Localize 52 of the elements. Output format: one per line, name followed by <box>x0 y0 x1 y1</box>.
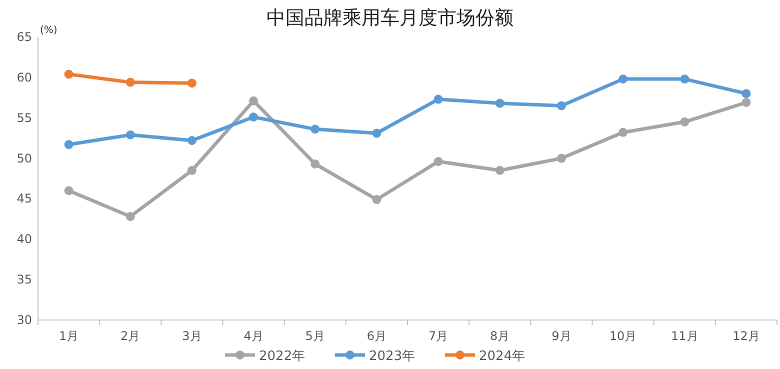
y-tick-label: 55 <box>16 110 32 125</box>
point <box>495 98 504 108</box>
x-tick-label: 10月 <box>609 329 637 343</box>
x-tick-label: 6月 <box>366 329 387 343</box>
point <box>372 128 382 138</box>
x-tick-label: 2月 <box>120 329 140 343</box>
point <box>556 101 566 110</box>
x-tick-label: 7月 <box>428 329 448 343</box>
point <box>187 78 196 88</box>
point <box>680 117 690 126</box>
point <box>126 78 135 87</box>
y-tick-label: 65 <box>16 30 32 44</box>
x-tick-label: 4月 <box>244 329 264 343</box>
ylabel: (%) <box>40 25 58 36</box>
point <box>249 96 258 106</box>
point <box>64 70 74 79</box>
legend-label: 2022年 <box>259 349 306 364</box>
point <box>126 212 135 222</box>
y-tick-label: 50 <box>16 151 32 166</box>
point <box>310 124 320 134</box>
point <box>249 112 258 122</box>
point <box>64 186 74 196</box>
point <box>187 136 196 145</box>
y-tick-label: 60 <box>16 70 32 84</box>
point <box>372 195 382 204</box>
point <box>742 98 751 107</box>
x-tick-label: 8月 <box>490 329 510 343</box>
point <box>680 74 690 84</box>
point <box>495 166 504 175</box>
point <box>556 154 566 163</box>
x-tick-label: 1月 <box>58 329 79 343</box>
point <box>618 74 628 84</box>
legend-label: 2024年 <box>479 349 526 364</box>
point <box>310 159 320 168</box>
point <box>434 157 443 166</box>
legend-label: 2023年 <box>369 349 416 364</box>
point <box>618 128 628 137</box>
point <box>742 89 751 98</box>
y-tick-label: 45 <box>16 192 32 206</box>
x-tick-label: 3月 <box>182 329 202 343</box>
y-tick-label: 40 <box>16 232 32 246</box>
x-tick-label: 5月 <box>305 329 325 343</box>
y-tick-label: 30 <box>16 313 32 327</box>
title: 中国品牌乘用车月度市场份额 <box>266 7 514 29</box>
x-tick-label: 12月 <box>732 329 760 343</box>
x-tick-label: 11月 <box>670 329 698 343</box>
x-tick-label: 9月 <box>552 329 572 343</box>
point <box>434 94 443 104</box>
point <box>64 140 74 150</box>
y-tick-label: 35 <box>16 272 32 287</box>
point <box>126 130 135 140</box>
point <box>187 166 196 175</box>
